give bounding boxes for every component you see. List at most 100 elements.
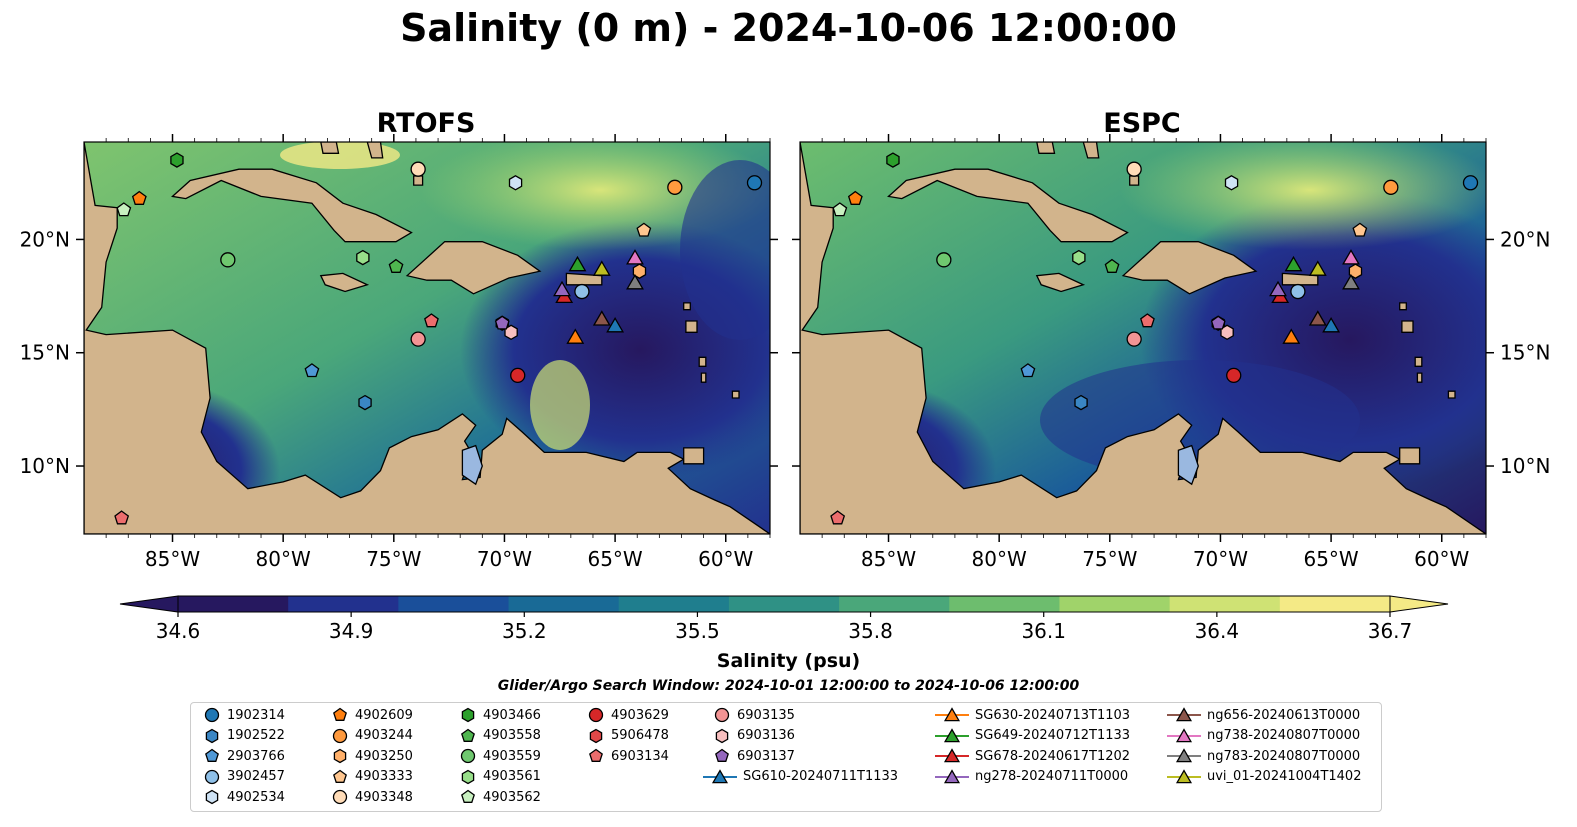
legend-item: 4903561 (459, 767, 541, 787)
land-polygon (1399, 302, 1407, 311)
legend-label: 4903244 (355, 728, 413, 744)
legend-item: ng738-20240807T0000 (1167, 726, 1360, 746)
float-marker (1383, 179, 1399, 195)
search-window-text: Glider/Argo Search Window: 2024-10-01 12… (497, 678, 1080, 694)
lat-tick-label: 15°N (1500, 341, 1550, 365)
land-polygon (84, 142, 770, 534)
legend-marker (204, 707, 220, 723)
triangle-marker-icon (935, 727, 969, 742)
lon-tick-label: 70°W (477, 547, 532, 571)
glider-marker (1342, 274, 1360, 290)
legend-marker (589, 728, 603, 743)
colorbar-tick-label: 36.1 (1021, 619, 1066, 643)
colorbar-segment (398, 596, 510, 612)
legend-marker (1175, 748, 1193, 763)
float-marker (510, 367, 526, 384)
legend-label: 4903558 (483, 728, 541, 744)
legend-label: 2903766 (227, 748, 285, 764)
land-polygon (319, 272, 370, 293)
legend-marker (333, 769, 347, 783)
land-polygon (1035, 272, 1086, 293)
triangle-marker-icon (703, 769, 737, 784)
glider-marker (1308, 260, 1327, 276)
legend-marker (588, 707, 604, 723)
pentagon-marker-icon (461, 790, 475, 804)
lake-maracaibo (1177, 444, 1199, 486)
glider-marker (1269, 280, 1287, 297)
legend-item: 4903250 (331, 746, 413, 766)
float-marker (886, 152, 900, 168)
legend-label: SG649-20240712T1133 (975, 728, 1131, 744)
pentagon-marker-icon (205, 748, 219, 763)
colorbar-segment (508, 596, 620, 612)
legend-item: SG630-20240713T1103 (935, 705, 1130, 725)
glider-marker (1342, 249, 1360, 265)
legend-marker (460, 749, 476, 764)
land-masses (84, 142, 770, 534)
float-marker (832, 202, 848, 217)
legend-marker (205, 790, 219, 805)
legend-label: 1902314 (227, 707, 285, 723)
panel-title-espc: ESPC (1103, 108, 1181, 139)
legend-item: 2903766 (203, 746, 285, 766)
hexagon-marker-icon (205, 790, 219, 805)
hexagon-marker-icon (461, 769, 475, 785)
legend-label: 6903136 (737, 728, 795, 744)
legend-marker (715, 728, 729, 743)
legend-marker (714, 707, 730, 723)
float-marker (1074, 394, 1088, 411)
legend-label: 6903135 (737, 707, 795, 723)
colorbar-segment (178, 596, 289, 612)
circle-marker-icon (588, 707, 604, 723)
legend-marker (332, 728, 348, 743)
land-polygon (1401, 320, 1414, 333)
map-axes: 85°W 80°W 75°W 70°W 65°W 60°W 20°N 15°N 10°N 85°W… (20, 134, 1550, 571)
lon-tick-label: 75°W (366, 547, 421, 571)
legend-label: SG678-20240617T1202 (975, 748, 1131, 764)
float-marker (508, 175, 523, 191)
colorbar-segment (618, 596, 730, 612)
legend-label: ng783-20240807T0000 (1207, 748, 1361, 764)
float-marker (830, 510, 846, 525)
legend-item: SG610-20240711T1133 (703, 767, 898, 787)
colorbar-tick-label: 35.5 (675, 619, 720, 643)
land-polygon (683, 302, 691, 311)
lon-tick-label: 65°W (587, 547, 642, 571)
colorbar-segment (288, 596, 399, 612)
legend-label: 6903134 (611, 748, 669, 764)
glider-marker (1308, 310, 1327, 326)
float-marker (847, 190, 863, 205)
legend-item: ng278-20240711T0000 (935, 767, 1128, 787)
map-panel-espc (800, 142, 1486, 534)
land-polygon (887, 168, 1129, 243)
legend: 1902314 1902522 2903766 3902457 4902534 49026… (190, 702, 1382, 812)
colorbar-segment (839, 596, 950, 612)
legend-label: SG630-20240713T1103 (975, 707, 1131, 723)
legend-marker (333, 707, 347, 721)
float-marker (1140, 313, 1155, 328)
land-polygon (800, 142, 1486, 534)
legend-item: 6903137 (713, 746, 795, 766)
legend-item: 1902522 (203, 726, 285, 746)
legend-marker (461, 769, 475, 785)
legend-label: ng656-20240613T0000 (1207, 707, 1361, 723)
float-marker (1226, 367, 1242, 384)
legend-label: 4903562 (483, 789, 541, 805)
hexagon-marker-icon (589, 728, 603, 743)
float-marker (1020, 363, 1036, 378)
lat-tick-label: 10°N (1500, 454, 1550, 478)
colorbar-frame (177, 595, 1391, 613)
land-polygon (171, 168, 413, 243)
float-marker (131, 190, 147, 205)
legend-marker (461, 707, 475, 723)
land-polygon (366, 142, 384, 159)
legend-marker (1175, 727, 1193, 742)
lon-tick-label: 65°W (1303, 547, 1358, 571)
circle-marker-icon (460, 749, 476, 764)
float-marker (424, 313, 439, 328)
legend-label: SG610-20240711T1133 (743, 769, 899, 785)
triangle-marker-icon (935, 707, 969, 722)
legend-label: ng738-20240807T0000 (1207, 728, 1361, 744)
legend-item: 4902534 (203, 787, 285, 807)
float-marker (388, 258, 404, 273)
